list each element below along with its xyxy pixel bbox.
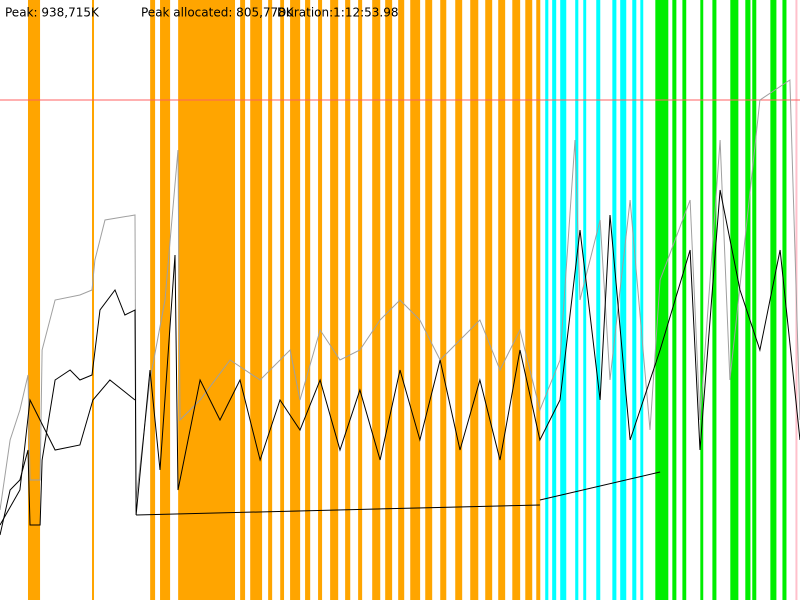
gc-event	[250, 0, 263, 600]
gc-event	[318, 0, 323, 600]
gc-event	[91, 0, 95, 600]
gc-event	[752, 0, 757, 600]
gc-event	[150, 0, 156, 600]
gc-event	[330, 0, 339, 600]
memory-line	[0, 379, 136, 526]
gc-event	[596, 0, 601, 600]
gc-event	[682, 0, 687, 600]
gc-event	[440, 0, 447, 600]
gc-event	[398, 0, 405, 600]
gc-event	[536, 0, 541, 600]
gc-event	[455, 0, 463, 600]
gc-event	[525, 0, 533, 600]
gc-event	[290, 0, 301, 600]
gc-event	[730, 0, 739, 600]
gc-event	[545, 0, 549, 600]
gc-event	[583, 0, 587, 600]
gc-event	[770, 0, 777, 600]
gc-event	[640, 0, 644, 600]
gc-event	[358, 0, 363, 600]
gc-event	[512, 0, 521, 600]
gc-event	[632, 0, 637, 600]
memory-line	[539, 471, 661, 501]
memory-line	[136, 504, 540, 516]
gc-event	[575, 0, 579, 600]
gc-event	[410, 0, 421, 600]
gc-event	[305, 0, 311, 600]
gc-event	[712, 0, 717, 600]
header: Peak: 938,715K Peak allocated: 805,778K …	[5, 6, 399, 20]
gc-event	[240, 0, 246, 600]
gc-event	[782, 0, 787, 600]
gc-event	[345, 0, 351, 600]
gc-event	[372, 0, 381, 600]
gc-event	[485, 0, 493, 600]
gc-event	[498, 0, 506, 600]
memory-line	[0, 79, 800, 511]
gc-event	[560, 0, 567, 600]
gc-event	[268, 0, 273, 600]
gc-event	[620, 0, 627, 600]
memory-line	[0, 189, 800, 536]
gc-event	[470, 0, 479, 600]
gc-event	[655, 0, 669, 600]
gc-event	[700, 0, 704, 600]
gc-event	[745, 0, 751, 600]
gc-event	[280, 0, 285, 600]
gc-event	[612, 0, 617, 600]
gc-event	[385, 0, 393, 600]
memory-lines	[0, 79, 800, 536]
peak-allocated: Peak allocated: 805,778K	[141, 6, 295, 20]
gc-event	[425, 0, 433, 600]
peak: Peak: 938,715K	[5, 6, 100, 20]
gc-event	[27, 0, 41, 600]
gc-events	[27, 0, 798, 600]
gc-event	[552, 0, 557, 600]
duration: Duration:1:12:53.98	[277, 6, 399, 20]
gc-event	[672, 0, 677, 600]
gc-event	[178, 0, 236, 600]
